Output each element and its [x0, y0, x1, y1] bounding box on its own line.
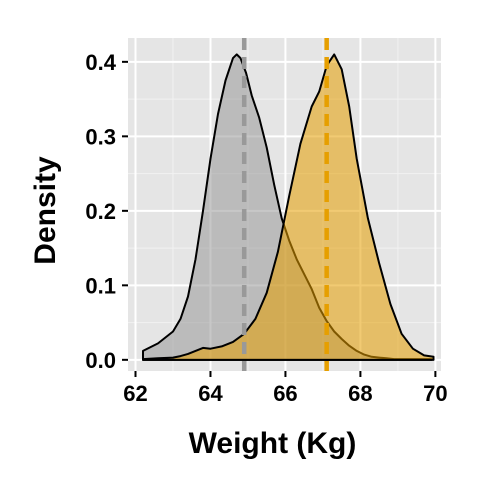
x-tick-label: 64	[198, 381, 223, 406]
x-tick-label: 70	[423, 381, 447, 406]
y-tick-label: 0.4	[85, 50, 116, 75]
y-tick-label: 0.2	[85, 199, 116, 224]
y-axis-title: Density	[29, 156, 62, 265]
x-axis-title: Weight (Kg)	[189, 427, 357, 460]
x-tick-label: 68	[348, 381, 372, 406]
x-tick-label: 66	[273, 381, 297, 406]
axes: 62 64 66 68 70 0.0 0.1 0.2 0.3 0.4	[85, 50, 447, 406]
x-tick-label: 62	[123, 381, 147, 406]
density-series	[141, 38, 435, 371]
y-tick-label: 0.0	[85, 348, 116, 373]
y-tick-label: 0.1	[85, 273, 116, 298]
y-tick-label: 0.3	[85, 124, 116, 149]
density-area-2	[141, 53, 435, 361]
